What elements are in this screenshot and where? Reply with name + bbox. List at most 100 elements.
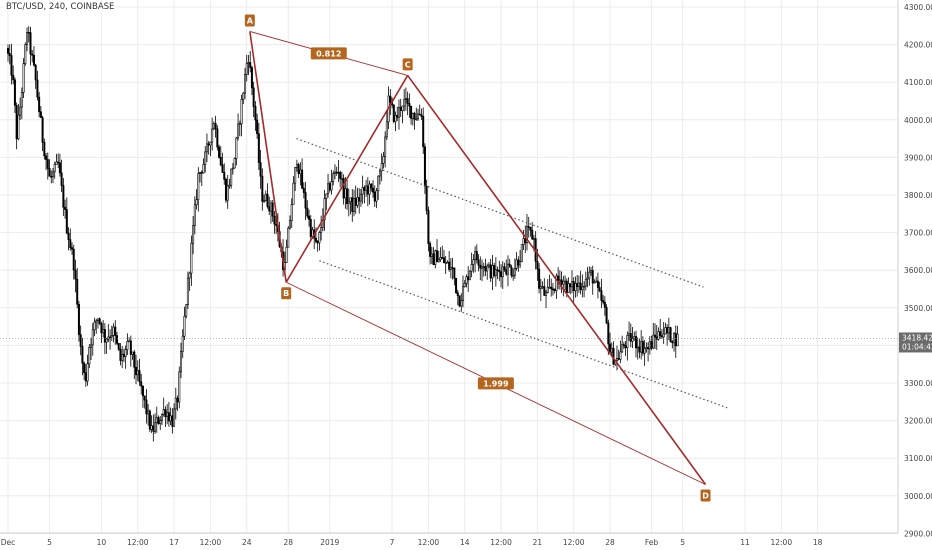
- candle: [115, 331, 118, 346]
- candle-body: [643, 348, 646, 354]
- candle: [525, 213, 528, 251]
- candle-body: [81, 346, 84, 364]
- candle: [372, 180, 375, 198]
- candle: [193, 196, 196, 235]
- candle-body: [173, 408, 176, 427]
- candle: [83, 361, 86, 381]
- candle-body: [22, 63, 25, 93]
- candle-body: [465, 276, 468, 284]
- candle-body: [638, 346, 641, 353]
- candle: [237, 113, 240, 141]
- candle: [212, 121, 215, 131]
- candle-body: [43, 142, 46, 157]
- ratio-0-812: 0.812: [310, 47, 347, 60]
- candle: [420, 108, 423, 120]
- candle-body: [174, 397, 177, 410]
- candle-body: [380, 163, 383, 172]
- candle-body: [529, 227, 532, 231]
- candle: [26, 27, 29, 52]
- pattern-leg-cd[interactable]: [406, 74, 707, 485]
- candle-body: [320, 227, 323, 233]
- pattern-point-d[interactable]: D: [700, 489, 711, 502]
- candle: [122, 348, 125, 363]
- candle-body: [62, 185, 65, 208]
- candle: [13, 77, 16, 113]
- candle: [12, 65, 15, 85]
- channel-line-upper[interactable]: [296, 138, 704, 288]
- candle-body: [292, 182, 295, 205]
- candle: [417, 108, 420, 121]
- candle: [418, 104, 421, 116]
- pattern-leg-ab[interactable]: [249, 31, 287, 283]
- channel-line-lower[interactable]: [319, 260, 730, 410]
- candle-body: [655, 336, 658, 340]
- candle: [306, 200, 309, 219]
- candle: [103, 323, 106, 355]
- candle: [467, 266, 470, 292]
- candle: [273, 210, 276, 234]
- candle: [624, 341, 627, 356]
- candle: [119, 343, 122, 366]
- candle: [173, 403, 176, 427]
- candle: [529, 226, 532, 237]
- candle-body: [332, 173, 335, 182]
- candle: [41, 115, 44, 152]
- candle: [308, 209, 311, 227]
- harmonic-pattern[interactable]: A B C D 0.812 1.999: [244, 14, 711, 502]
- candle: [19, 97, 22, 120]
- candle: [657, 327, 660, 341]
- candle: [588, 266, 591, 286]
- candle: [7, 44, 10, 62]
- candle: [352, 189, 355, 217]
- y-tick-label: 4100.00: [904, 78, 932, 87]
- candle-body: [193, 204, 196, 226]
- candle: [465, 274, 468, 288]
- candle: [631, 326, 634, 349]
- candle: [140, 373, 143, 395]
- candle: [288, 215, 291, 230]
- candle-body: [263, 200, 266, 202]
- candle: [218, 144, 221, 159]
- candle-body: [8, 53, 11, 56]
- candle: [202, 158, 205, 174]
- x-tick-label: 14: [460, 538, 470, 547]
- candle-body: [309, 219, 312, 237]
- candle: [48, 159, 51, 177]
- pattern-point-label: A: [247, 16, 254, 25]
- candle-body: [185, 304, 188, 317]
- pattern-point-b[interactable]: B: [281, 287, 292, 300]
- candle: [517, 256, 520, 272]
- pattern-point-label: B: [283, 289, 289, 298]
- candle-body: [584, 278, 587, 287]
- candle: [38, 91, 41, 118]
- candle-body: [562, 280, 565, 285]
- candle-body: [190, 242, 193, 274]
- candle: [375, 188, 378, 209]
- candle-body: [422, 116, 425, 148]
- pattern-point-a[interactable]: A: [244, 14, 255, 27]
- candle: [247, 54, 250, 75]
- candle-body: [76, 278, 79, 305]
- candle-body: [358, 197, 361, 202]
- candle-body: [361, 187, 364, 195]
- candle: [508, 258, 511, 268]
- candle-body: [654, 334, 657, 338]
- candle: [128, 337, 131, 343]
- candle: [339, 170, 342, 188]
- pattern-leg-bc[interactable]: [285, 75, 409, 283]
- candle-body: [615, 358, 618, 361]
- candle: [304, 182, 307, 221]
- candle: [100, 321, 103, 343]
- candle-body: [460, 300, 463, 307]
- candle-body: [148, 410, 151, 430]
- candle-body: [301, 169, 304, 189]
- pattern-point-c[interactable]: C: [402, 58, 413, 71]
- candle-body: [154, 422, 157, 432]
- candle-body: [500, 271, 503, 278]
- candle: [297, 162, 300, 179]
- candle-body: [45, 155, 48, 160]
- y-tick-label: 3000.00: [904, 492, 932, 501]
- candle: [154, 413, 157, 435]
